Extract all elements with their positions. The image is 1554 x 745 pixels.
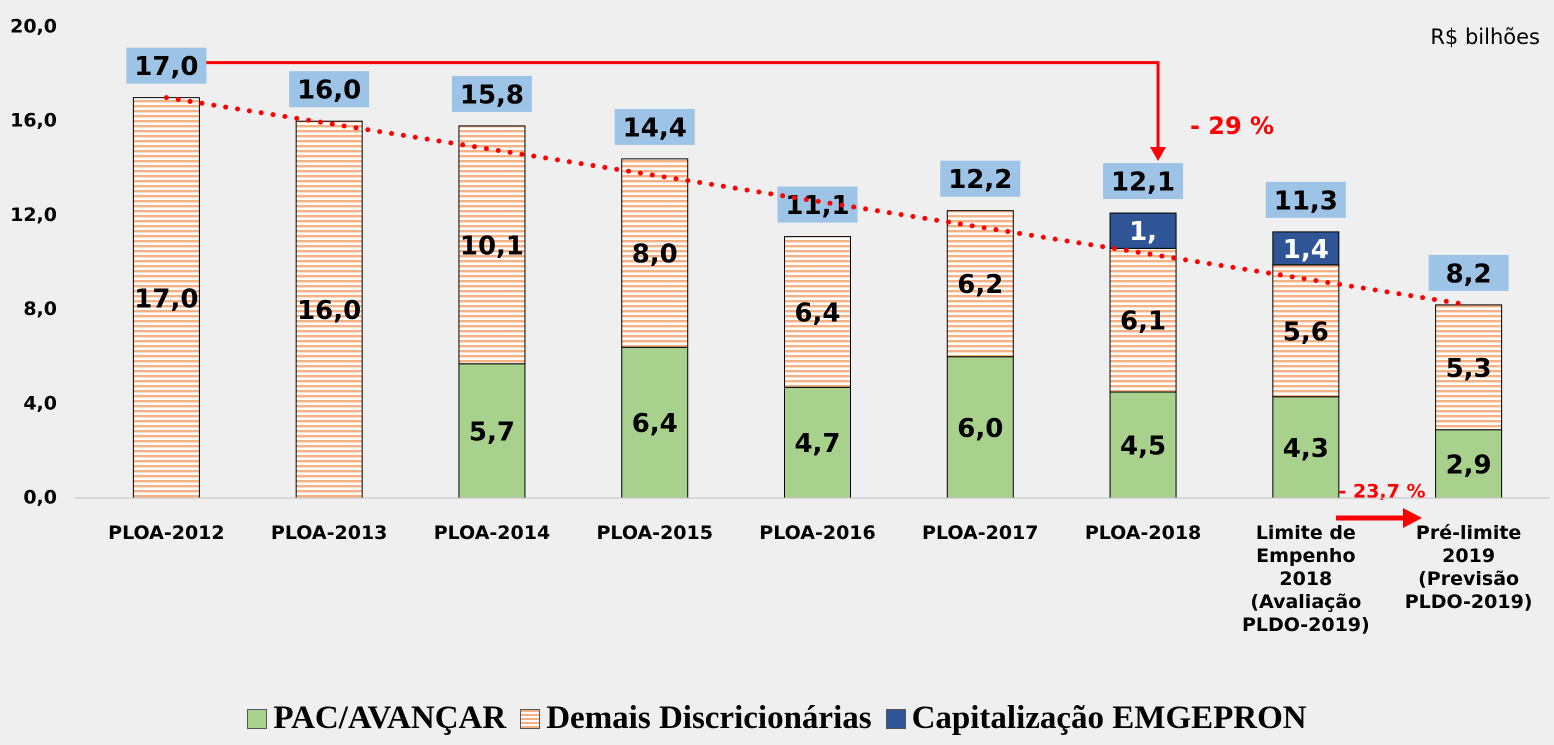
x-tick-label: Pré-limite 2019 (Previsão PLDO-2019)	[1404, 522, 1533, 613]
total-box	[289, 71, 370, 108]
total-label: 12,2	[940, 160, 1021, 197]
x-tick-label: PLOA-2015	[596, 522, 713, 544]
y-tick-label: 12,0	[10, 204, 57, 226]
value-label: 4,7	[794, 429, 840, 459]
total-text: 8,2	[1446, 259, 1492, 289]
value-label: 5,7	[469, 417, 515, 447]
bar-segment	[784, 236, 851, 388]
total-box	[1265, 181, 1346, 218]
bar-segment	[1272, 396, 1340, 499]
y-tick-label: 4,0	[23, 392, 57, 414]
y-tick-label: 8,0	[23, 298, 57, 320]
total-label: 15,8	[451, 75, 532, 112]
total-label: 14,4	[614, 108, 695, 145]
value-label: 6,0	[957, 414, 1003, 444]
total-label: 11,1	[777, 186, 858, 223]
legend-swatch	[520, 708, 541, 729]
legend-label: Capitalização EMGEPRON	[911, 700, 1307, 736]
value-label: 5,6	[1283, 317, 1329, 347]
total-text: 17,0	[134, 52, 198, 82]
bar-segment	[621, 158, 689, 348]
value-label: 1,4	[1283, 235, 1329, 265]
annotation: - 23,7 %	[1338, 481, 1425, 503]
total-label: 11,3	[1265, 181, 1346, 218]
bar-segment	[946, 356, 1014, 499]
legend-label: Demais Discricionárias	[546, 700, 872, 736]
total-label: 12,1	[1103, 163, 1184, 200]
legend-swatch	[885, 708, 906, 729]
x-tick-label: PLOA-2012	[108, 522, 225, 544]
value-label: 1,	[1129, 217, 1157, 247]
value-label: 17,0	[134, 284, 198, 314]
bar-segment	[1435, 304, 1503, 431]
x-tick-label: Limite de Empenho 2018 (Avaliação PLDO-2…	[1241, 522, 1370, 636]
total-text: 12,2	[948, 165, 1012, 195]
value-label: 6,4	[632, 409, 678, 439]
total-label: 8,2	[1428, 254, 1509, 291]
y-tick-label: 0,0	[23, 487, 57, 509]
legend-item: PAC/AVANÇAR	[247, 700, 506, 737]
total-box	[1103, 163, 1184, 200]
value-label: 6,1	[1120, 307, 1166, 337]
bar-segment	[295, 120, 363, 499]
total-label: 17,0	[126, 47, 207, 84]
total-box	[1428, 254, 1509, 291]
bar-segment	[132, 97, 200, 499]
x-tick-label: PLOA-2014	[433, 522, 551, 544]
value-label: 5,3	[1446, 354, 1492, 384]
trendline	[163, 95, 1472, 308]
legend-swatch	[247, 708, 268, 729]
x-tick-label: PLOA-2018	[1084, 522, 1202, 544]
value-label: 2,9	[1446, 450, 1492, 480]
legend: PAC/AVANÇAR Demais Discricionárias Capital…	[0, 700, 1554, 737]
total-text: 16,0	[297, 76, 361, 106]
legend-item: Capitalização EMGEPRON	[885, 700, 1307, 737]
bar-segment	[458, 125, 526, 365]
x-tick-label: PLOA-2016	[759, 522, 876, 544]
value-label: 4,3	[1283, 434, 1329, 464]
bracket-arrow-head	[1150, 147, 1167, 162]
bar-segment	[1109, 391, 1177, 499]
total-box	[451, 75, 532, 112]
legend-item: Demais Discricionárias	[520, 700, 872, 737]
unit-label: R$ bilhões	[1430, 25, 1540, 49]
total-text: 12,1	[1111, 168, 1175, 198]
value-label: 6,4	[794, 298, 840, 328]
total-text: 11,3	[1274, 186, 1338, 216]
value-label: 16,0	[297, 296, 361, 326]
total-text: 15,8	[460, 80, 524, 110]
value-label: 4,5	[1120, 432, 1166, 462]
value-label: 6,2	[957, 270, 1003, 300]
value-label: 8,0	[632, 240, 678, 270]
bar-segment	[1272, 231, 1340, 266]
total-label: 16,0	[289, 71, 370, 108]
x-tick-label: PLOA-2017	[922, 522, 1039, 544]
bracket-arrow	[206, 61, 1160, 150]
x-tick-label: PLOA-2013	[270, 522, 388, 544]
value-label: 10,1	[460, 231, 524, 261]
legend-label: PAC/AVANÇAR	[273, 700, 507, 736]
total-box	[126, 47, 207, 84]
total-text: 14,4	[623, 113, 687, 143]
bar-segment	[784, 386, 851, 499]
bar-segment	[946, 210, 1014, 358]
arrow-head	[1403, 508, 1422, 528]
total-box	[940, 160, 1021, 197]
total-box	[614, 108, 695, 145]
y-tick-label: 16,0	[10, 110, 57, 132]
chart: R$ bilhões - 29 % - 23,7 % 0,0 4,0 8,0 12,0…	[10, 16, 1550, 528]
annotation: - 29 %	[1190, 112, 1274, 140]
y-tick-label: 20,0	[10, 16, 57, 38]
bar-segment	[1109, 212, 1177, 249]
